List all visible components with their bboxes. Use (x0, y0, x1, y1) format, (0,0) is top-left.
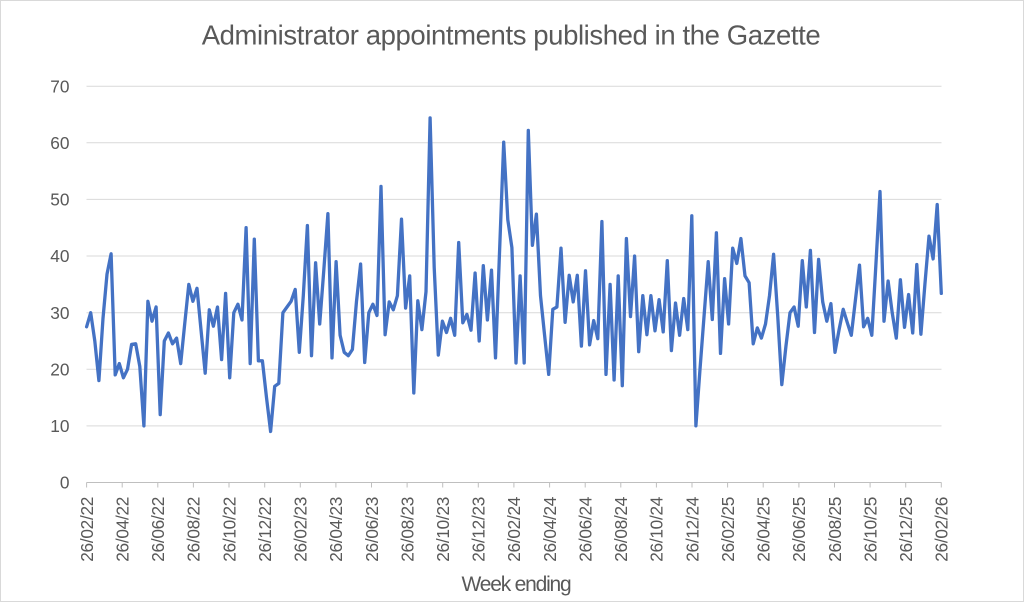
svg-text:70: 70 (50, 76, 69, 96)
svg-text:26/08/24: 26/08/24 (611, 496, 631, 562)
svg-text:26/02/25: 26/02/25 (718, 497, 738, 562)
svg-text:26/06/25: 26/06/25 (789, 497, 809, 562)
svg-text:26/06/22: 26/06/22 (148, 497, 168, 562)
svg-text:60: 60 (50, 133, 69, 153)
svg-text:10: 10 (50, 416, 69, 436)
svg-text:26/02/23: 26/02/23 (291, 497, 311, 562)
svg-text:26/08/25: 26/08/25 (825, 497, 845, 562)
svg-text:26/02/22: 26/02/22 (77, 497, 97, 562)
svg-text:26/10/25: 26/10/25 (860, 497, 880, 562)
svg-text:26/04/24: 26/04/24 (540, 496, 560, 562)
svg-text:26/02/24: 26/02/24 (504, 496, 524, 562)
svg-text:26/08/22: 26/08/22 (184, 497, 204, 562)
svg-text:26/12/25: 26/12/25 (896, 497, 916, 562)
svg-text:26/12/22: 26/12/22 (255, 497, 275, 562)
svg-text:26/12/23: 26/12/23 (469, 497, 489, 562)
svg-text:26/06/24: 26/06/24 (576, 496, 596, 562)
svg-text:26/04/23: 26/04/23 (326, 497, 346, 562)
svg-text:26/10/23: 26/10/23 (433, 497, 453, 562)
svg-text:Week ending: Week ending (462, 573, 572, 596)
svg-text:26/04/22: 26/04/22 (113, 497, 133, 562)
svg-text:0: 0 (60, 473, 70, 493)
svg-text:40: 40 (50, 246, 69, 266)
svg-text:26/10/24: 26/10/24 (647, 496, 667, 562)
svg-text:26/08/23: 26/08/23 (397, 497, 417, 562)
svg-text:26/04/25: 26/04/25 (754, 497, 774, 562)
svg-text:26/02/26: 26/02/26 (932, 497, 952, 562)
svg-text:26/12/24: 26/12/24 (682, 496, 702, 562)
svg-text:26/10/22: 26/10/22 (219, 497, 239, 562)
svg-text:50: 50 (50, 190, 69, 210)
svg-text:Administrator appointments pub: Administrator appointments published in … (202, 20, 821, 51)
svg-text:20: 20 (50, 360, 69, 380)
svg-text:26/06/23: 26/06/23 (362, 497, 382, 562)
svg-text:30: 30 (50, 303, 69, 323)
